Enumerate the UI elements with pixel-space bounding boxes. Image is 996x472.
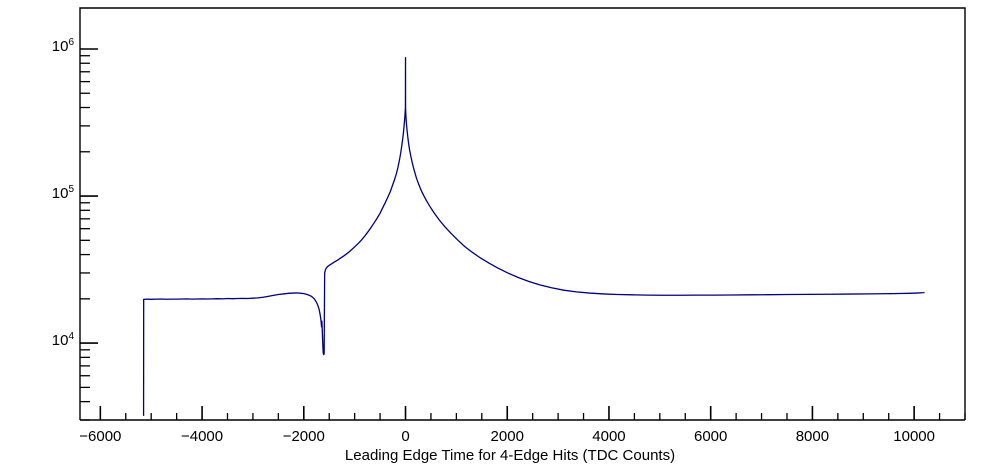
- y-tick-label: 106: [51, 36, 74, 55]
- plot-frame: [79, 7, 966, 421]
- x-axis-ticks: [99, 406, 966, 420]
- x-tick-label: 6000: [694, 428, 728, 445]
- x-tick-label: −2000: [282, 428, 325, 445]
- data-series-group: [142, 57, 925, 416]
- x-tick-label: 8000: [795, 428, 830, 445]
- y-tick-label: 105: [51, 184, 74, 203]
- x-axis-title: Leading Edge Time for 4-Edge Hits (TDC C…: [344, 447, 676, 464]
- y-tick-label: 104: [51, 331, 74, 350]
- y-axis-ticks: [80, 48, 98, 421]
- x-tick-label: 2000: [490, 428, 524, 445]
- x-tick-label: 10000: [893, 428, 935, 445]
- x-tick-label: 0: [401, 428, 410, 445]
- x-tick-label: −6000: [79, 428, 122, 445]
- x-tick-label: 4000: [592, 428, 626, 445]
- x-tick-label: −4000: [180, 428, 224, 445]
